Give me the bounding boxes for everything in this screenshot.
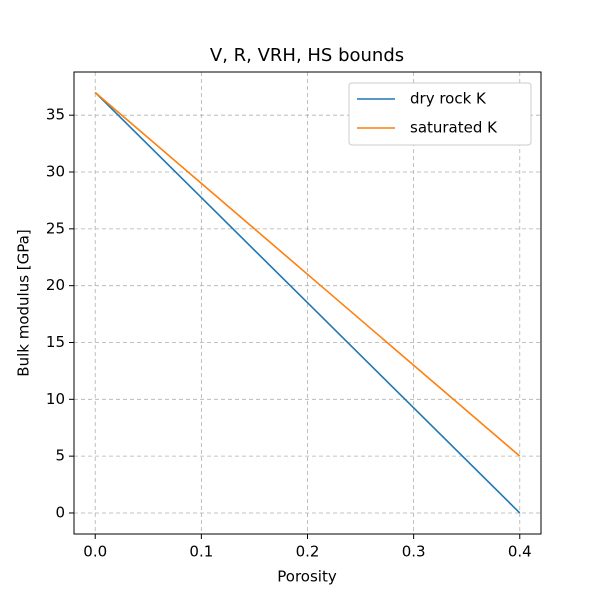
x-tick-label: 0.0 [83, 543, 107, 561]
y-tick-label: 0 [55, 503, 65, 521]
x-tick-label: 0.2 [296, 543, 320, 561]
y-axis-label: Bulk modulus [GPa] [15, 229, 33, 376]
x-tick-label: 0.3 [402, 543, 426, 561]
x-tick-label: 0.4 [508, 543, 532, 561]
data-line [94, 91, 521, 514]
y-tick-label: 20 [46, 276, 65, 294]
y-tick-label: 10 [46, 390, 65, 408]
y-tick-label: 35 [46, 106, 65, 124]
plot-frame [73, 71, 542, 535]
y-tick-label: 15 [46, 333, 65, 351]
legend-label: dry rock K [410, 90, 487, 108]
y-tick-label: 5 [55, 447, 65, 465]
data-line [94, 91, 521, 457]
y-tick-label: 30 [46, 163, 65, 181]
chart-title: V, R, VRH, HS bounds [210, 45, 404, 66]
y-tick-label: 25 [46, 219, 65, 237]
x-axis-label: Porosity [277, 568, 337, 586]
legend-label: saturated K [410, 119, 498, 137]
x-tick-label: 0.1 [189, 543, 213, 561]
